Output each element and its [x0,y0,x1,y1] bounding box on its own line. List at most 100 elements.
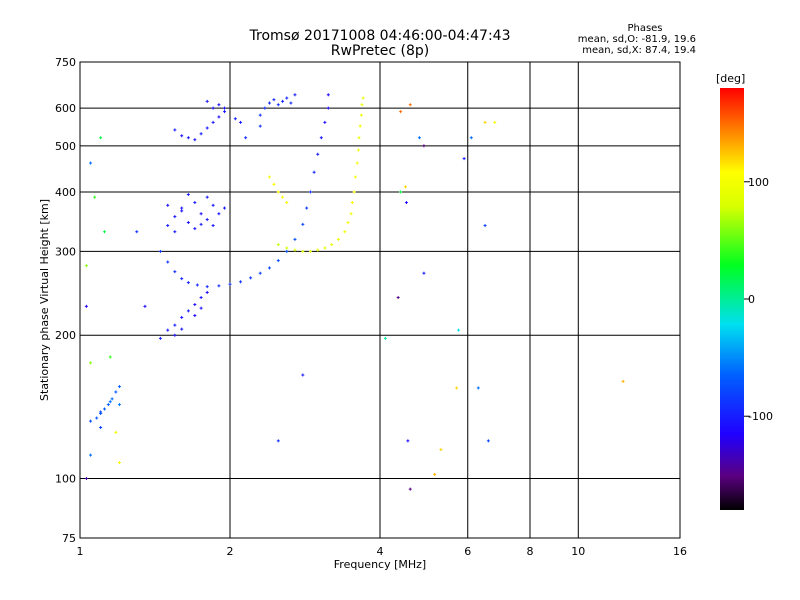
x-tick-label: 1 [77,545,84,558]
data-point [180,315,184,319]
y-tick-label: 750 [55,56,76,69]
data-point [93,195,97,199]
data-point [180,277,184,281]
data-point [173,323,177,327]
data-point [110,397,114,401]
data-point [326,93,330,97]
data-point [103,407,107,411]
data-point [173,333,177,337]
data-point [217,284,221,288]
data-point [316,152,320,156]
data-point [276,243,280,247]
data-point [258,113,262,117]
data-point [166,260,170,264]
data-point [84,304,88,308]
data-point [186,309,190,313]
data-point [330,243,334,247]
data-point [359,113,363,117]
data-point [319,136,323,140]
data-point [404,201,408,205]
data-point [399,110,403,114]
data-point [285,249,289,253]
data-point [483,224,487,228]
data-point [476,386,480,390]
data-point [276,103,280,107]
data-points [84,93,625,491]
data-point [186,221,190,225]
data-point [263,106,267,110]
data-point [433,472,437,476]
data-point [289,101,293,105]
data-point [199,132,203,136]
data-point [281,99,285,103]
data-point [316,248,320,252]
data-point [408,487,412,491]
data-point [108,400,112,404]
data-point [356,148,360,152]
data-point [193,314,197,318]
y-axis-label: Stationary phase Virtual Height [km] [38,199,51,401]
data-point [486,439,490,443]
y-tick-label: 400 [55,186,76,199]
data-point [114,430,118,434]
data-point [205,285,209,289]
data-point [293,237,297,241]
data-point [357,136,361,140]
data-point [158,336,162,340]
data-point [193,303,197,307]
data-point [336,237,340,241]
data-point [346,221,350,225]
data-point [223,110,227,114]
data-point [352,190,356,194]
data-point [493,120,497,124]
data-point [103,230,107,234]
data-point [399,190,403,194]
data-point [358,124,362,128]
data-point [396,296,400,300]
data-point [349,212,353,216]
x-tick-label: 10 [571,545,585,558]
data-point [117,385,121,389]
data-point [117,461,121,465]
data-point [308,190,312,194]
data-point [195,283,199,287]
data-point [308,249,312,253]
data-point [272,98,276,102]
data-point [166,203,170,207]
data-point [350,201,354,205]
data-point [217,212,221,216]
data-point [205,126,209,130]
data-point [249,276,253,280]
data-point [173,215,177,219]
data-point [95,416,99,420]
x-tick-label: 2 [227,545,234,558]
data-point [272,182,276,186]
data-point [483,120,487,124]
data-point [293,248,297,252]
data-point [99,410,103,414]
data-point [180,206,184,210]
grid-lines [80,62,680,538]
data-point [301,222,305,226]
y-tick-label: 200 [55,329,76,342]
data-point [217,103,221,107]
data-point [166,224,170,228]
data-point [228,282,232,286]
data-point [408,103,412,107]
data-point [244,136,248,140]
data-point [462,157,466,161]
data-point [455,386,459,390]
data-point [205,99,209,103]
phase-info-label: Phases [627,23,662,34]
data-point [276,259,280,263]
data-point [403,185,407,189]
data-point [193,227,197,231]
data-point [276,190,280,194]
data-point [106,403,110,407]
data-point [173,270,177,274]
data-point [205,218,209,222]
data-point [323,120,327,124]
data-point [199,296,203,300]
data-point [383,336,387,340]
data-point [89,419,93,423]
